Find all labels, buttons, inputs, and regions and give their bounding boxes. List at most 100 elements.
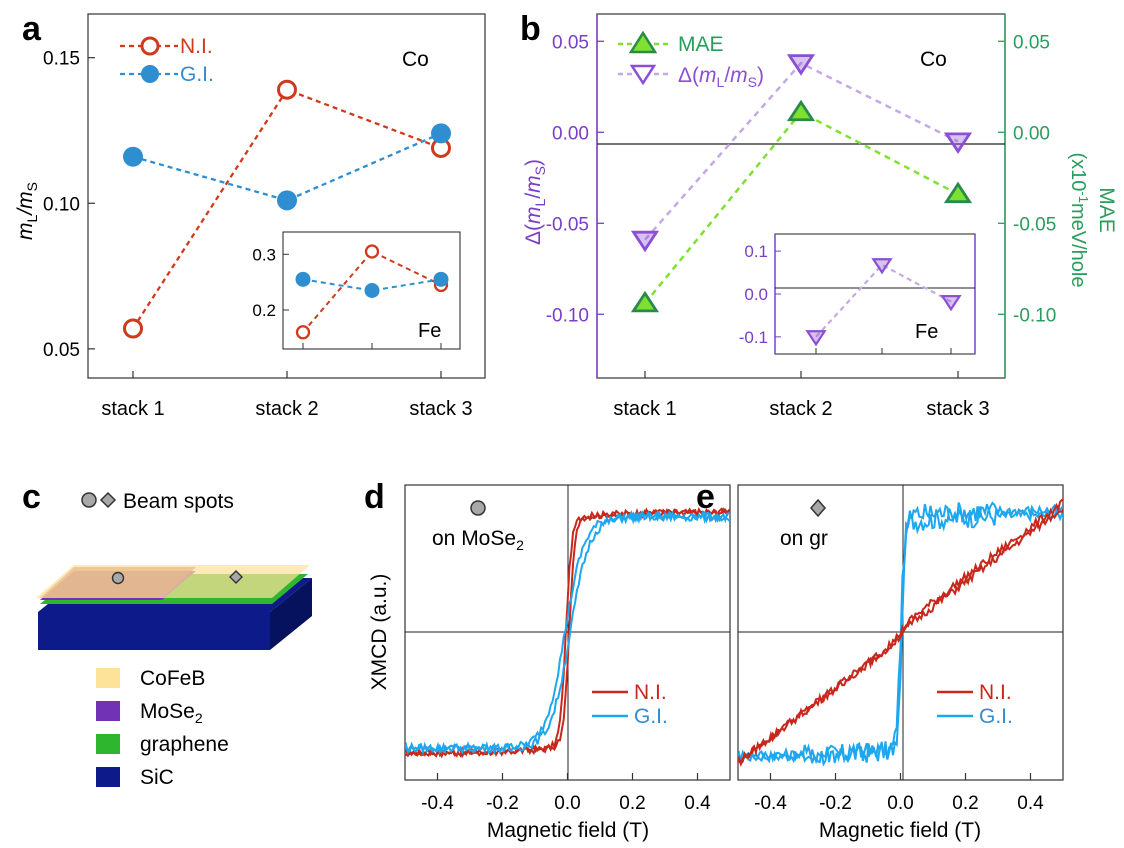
panel-d-xtick-label: 0.4 bbox=[684, 793, 711, 814]
panel-b-ytick-label-left: 0.00 bbox=[552, 123, 589, 144]
schematic-legend: CoFeB MoSe2 graphene SiC bbox=[96, 667, 229, 789]
panel-d: -0.4 -0.2 0.0 0.2 0.4 on MoSe2 N.I. G.I. Mag… bbox=[368, 484, 731, 842]
legend-graphene-swatch bbox=[96, 734, 120, 754]
legend-mae-label: MAE bbox=[678, 33, 724, 56]
panel-d-xtick-label: -0.4 bbox=[421, 793, 454, 814]
panel-d-xlabel: Magnetic field (T) bbox=[487, 819, 649, 842]
panel-e-xtick-label: -0.2 bbox=[819, 793, 852, 814]
sic-block-side bbox=[270, 578, 312, 650]
panel-b-annotation: Co bbox=[920, 48, 947, 71]
panel-a: 0.05 0.10 0.15 stack 1 stack 2 stack 3 Co N.I… bbox=[14, 13, 486, 420]
panel-b-point-delta bbox=[630, 230, 660, 253]
panel-b-inset-point-delta bbox=[940, 294, 962, 312]
panel-a-xtick-label: stack 3 bbox=[409, 398, 472, 420]
panel-d-legend-gi: G.I. bbox=[634, 705, 668, 728]
legend-ni-label: N.I. bbox=[180, 35, 213, 58]
panel-b-ytick-label-left: -0.10 bbox=[546, 305, 589, 326]
legend-cofeb-label: CoFeB bbox=[140, 667, 205, 690]
panel-b-inset-annotation: Fe bbox=[915, 321, 938, 343]
panel-b: -0.10 -0.10 -0.05 -0.05 0.00 0.00 0.05 0.05 stac… bbox=[522, 13, 1118, 420]
panel-d-xtick-label: 0.0 bbox=[554, 793, 580, 814]
panel-d-ylabel: XMCD (a.u.) bbox=[368, 574, 391, 691]
panel-a-inset-point-gi bbox=[295, 271, 311, 287]
legend-ni-marker bbox=[140, 36, 160, 56]
panel-e-legend: N.I. G.I. bbox=[935, 680, 1025, 732]
panel-a-legend: N.I. G.I. bbox=[120, 35, 214, 86]
legend-mose2-label: MoSe2 bbox=[140, 700, 203, 726]
panel-e-xlabel: Magnetic field (T) bbox=[819, 819, 981, 842]
panel-label-a: a bbox=[22, 10, 42, 48]
legend-mose2-swatch bbox=[96, 701, 120, 721]
panel-label-b: b bbox=[520, 10, 541, 48]
panel-b-point-mae bbox=[630, 290, 660, 313]
panel-a-inset-line-ni bbox=[302, 250, 442, 333]
panel-b-ytick-label-left: 0.05 bbox=[552, 32, 589, 53]
panel-d-curve-ni-down bbox=[405, 507, 730, 759]
legend-delta-marker bbox=[629, 64, 657, 86]
panel-d-legend-ni: N.I. bbox=[634, 681, 667, 704]
sic-block-front bbox=[38, 612, 270, 650]
panel-b-legend: MAE Δ(mL/mS) bbox=[618, 28, 764, 90]
legend-sic-label: SiC bbox=[140, 766, 174, 789]
panel-b-ylabel-left: Δ(mL/mS) bbox=[522, 159, 548, 245]
panel-a-annotation: Co bbox=[402, 48, 429, 71]
panel-b-inset-ytick-label: 0.0 bbox=[744, 285, 768, 304]
panel-b-ytick-label-right: -0.10 bbox=[1013, 305, 1056, 326]
panel-d-curve-gi-down bbox=[405, 510, 730, 756]
beam-spots-label: Beam spots bbox=[123, 490, 234, 513]
panel-a-inset-point-gi bbox=[364, 283, 380, 298]
panel-b-point-delta bbox=[786, 54, 816, 76]
panel-a-inset-point-gi bbox=[433, 271, 449, 287]
panel-a-point-gi bbox=[431, 123, 451, 144]
panel-b-xtick-label: stack 3 bbox=[926, 398, 989, 420]
panel-e-curve-gi-down bbox=[738, 501, 1063, 765]
panel-e-annotation: on gr bbox=[780, 527, 828, 550]
beam-spot-diamond-icon bbox=[99, 491, 117, 509]
panel-a-point-gi bbox=[277, 190, 297, 211]
beam-spot-on-graphene bbox=[229, 570, 243, 584]
panel-b-point-mae bbox=[786, 99, 816, 122]
panel-d-legend: N.I. G.I. bbox=[590, 680, 682, 730]
beam-spot-on-mose2 bbox=[111, 571, 125, 585]
panel-e-curve-ni-up bbox=[738, 498, 1063, 766]
panel-e-xtick-label: 0.0 bbox=[887, 793, 913, 814]
panel-b-ytick-label-right: 0.05 bbox=[1013, 32, 1050, 53]
legend-graphene-label: graphene bbox=[140, 733, 229, 756]
panel-d-annotation: on MoSe2 bbox=[432, 527, 524, 553]
panel-d-xtick-label: 0.2 bbox=[619, 793, 645, 814]
legend-sic-swatch bbox=[96, 767, 120, 787]
panel-a-inset-ytick-label: 0.2 bbox=[252, 301, 276, 320]
panel-e-xtick-label: -0.4 bbox=[754, 793, 787, 814]
panel-e: -0.4 -0.2 0.0 0.2 0.4 on gr N.I. G.I. Magnet… bbox=[737, 484, 1064, 842]
panel-b-inset-frame bbox=[774, 233, 976, 355]
legend-delta-label: Δ(mL/mS) bbox=[678, 64, 764, 90]
panel-a-xtick-label: stack 2 bbox=[255, 398, 318, 420]
panel-d-xtick-label: -0.2 bbox=[486, 793, 519, 814]
panel-label-e: e bbox=[696, 478, 715, 516]
panel-label-d: d bbox=[364, 478, 385, 516]
legend-cofeb-swatch bbox=[96, 668, 120, 688]
panel-e-legend-ni: N.I. bbox=[979, 681, 1012, 704]
legend-mae-marker bbox=[628, 30, 658, 54]
panel-e-curve-ni-down bbox=[738, 507, 1063, 768]
panel-e-xtick-label: 0.2 bbox=[952, 793, 978, 814]
panel-a-point-ni bbox=[123, 318, 143, 339]
panel-b-line-delta bbox=[644, 61, 959, 241]
panel-b-inset-point-delta bbox=[871, 258, 893, 275]
beam-spot-round-icon bbox=[81, 492, 97, 508]
legend-gi-label: G.I. bbox=[180, 63, 214, 86]
panel-b-inset-point-delta bbox=[805, 330, 827, 347]
panel-a-inset-annotation: Fe bbox=[418, 320, 441, 342]
panel-b-ylabel-right-1: MAE bbox=[1095, 187, 1118, 233]
panel-a-inset-ytick-label: 0.3 bbox=[252, 245, 276, 264]
panel-b-inset: -0.1 0.0 0.1 Fe bbox=[739, 233, 976, 355]
panel-a-inset-point-ni bbox=[295, 325, 311, 340]
panel-e-xtick-label: 0.4 bbox=[1017, 793, 1044, 814]
panel-b-xtick-label: stack 1 bbox=[613, 398, 676, 420]
panel-a-inset: 0.2 0.3 Fe bbox=[252, 231, 461, 350]
panel-b-point-mae bbox=[943, 181, 973, 204]
panel-b-inset-ytick-label: -0.1 bbox=[739, 328, 768, 347]
panel-a-ytick-label: 0.15 bbox=[43, 49, 80, 70]
panel-b-ytick-label-right: 0.00 bbox=[1013, 123, 1050, 144]
legend-gi-marker bbox=[141, 65, 159, 83]
